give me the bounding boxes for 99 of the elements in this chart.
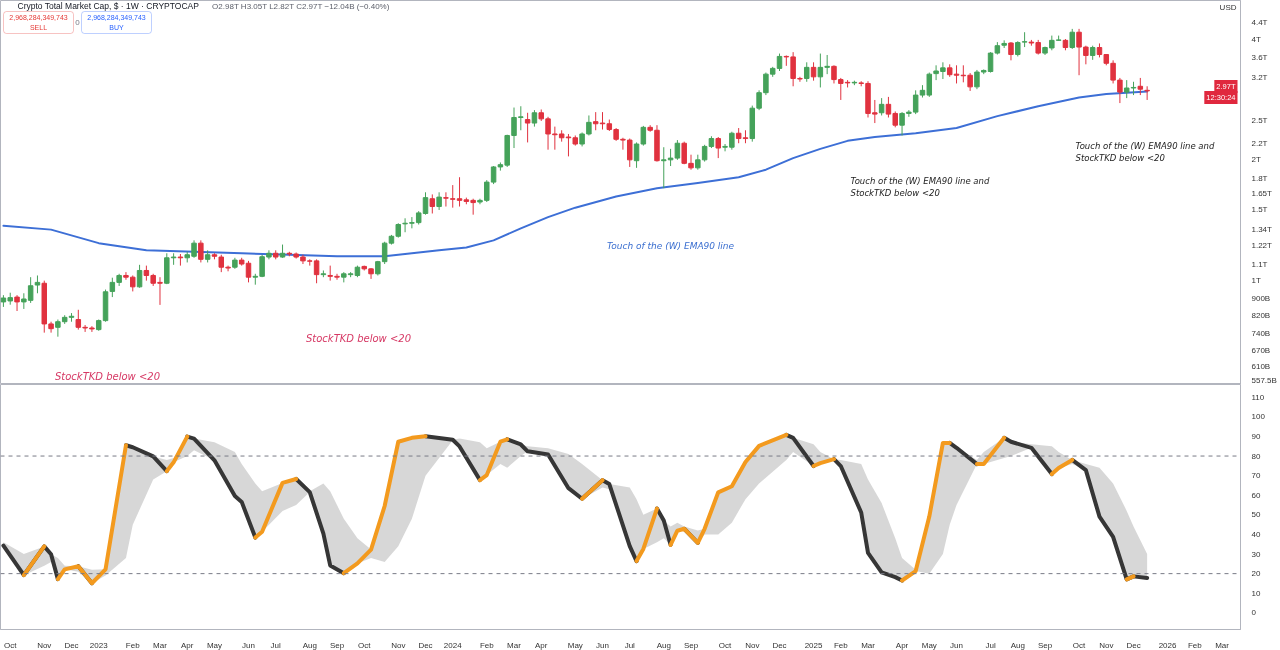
x-tick-label: Sep (1037, 640, 1053, 650)
x-tick-label: Oct (4, 640, 18, 650)
candlestick (715, 136, 721, 159)
x-tick-label: Aug (656, 640, 671, 650)
candlestick (449, 184, 456, 209)
x-tick-label: Nov (745, 640, 760, 650)
candlestick (198, 239, 204, 263)
x-tick-label: Oct (358, 640, 372, 650)
x-tick-label: Nov (37, 640, 52, 650)
y-tick-label: 70 (1251, 471, 1261, 481)
x-tick-label: Feb (479, 640, 495, 650)
x-tick-label: Jun (950, 640, 963, 650)
x-tick-label: Feb (125, 640, 141, 650)
y-tick-label: 0 (1251, 608, 1257, 618)
y-tick-label: 110 (1251, 392, 1265, 402)
candlestick (89, 325, 95, 333)
annotation: Touch of the (W) EMA90 line and StockTKD below <20 (1075, 140, 1215, 163)
x-tick-label: Jun (596, 640, 609, 650)
x-tick-label: Aug (1010, 640, 1025, 650)
x-tick-label: Nov (391, 640, 406, 650)
x-tick-label: Oct (1072, 640, 1087, 650)
x-tick-label: Mar (153, 640, 168, 650)
x-tick-label: Aug (302, 640, 317, 650)
x-tick-label: Dec (64, 640, 79, 650)
x-tick-label: Mar (1215, 640, 1230, 650)
y-tick-label: 1.22T (1251, 241, 1273, 251)
y-tick-label: 2.2T (1251, 138, 1268, 148)
y-tick-label: 900B (1251, 294, 1271, 304)
y-tick-label: 90 (1251, 431, 1261, 441)
line-series (2, 90, 1149, 258)
candlestick (429, 193, 436, 214)
y-tick-label: 4.4T (1251, 17, 1268, 27)
y-tick-label: 820B (1251, 310, 1271, 320)
candlestick (661, 146, 667, 189)
candlestick (136, 264, 143, 289)
y-tick-label: 670B (1251, 345, 1271, 355)
y-tick-label: 1.8T (1251, 173, 1268, 183)
x-tick-label: Sep (329, 640, 345, 650)
candlestick (524, 112, 531, 143)
y-tick-label: 610B (1251, 362, 1271, 372)
candlestick (1069, 28, 1075, 50)
annotation: StockTKD below <20 (54, 371, 161, 382)
x-tick-label: Mar (861, 640, 876, 650)
y-tick-label: 1T (1251, 276, 1261, 286)
y-tick-label: 1.1T (1251, 259, 1268, 269)
y-tick-label: 557.5B (1251, 375, 1277, 385)
x-tick-label: Dec (418, 640, 433, 650)
chart-title: Crypto Total Market Cap, $ · 1W · CRYPTOCAP (17, 1, 200, 11)
x-tick-label: Apr (535, 640, 548, 650)
y-tick-label: 80 (1251, 451, 1261, 461)
annotation: 0 (75, 18, 81, 27)
y-tick-label: 20 (1251, 569, 1261, 579)
candlestick (1008, 41, 1014, 61)
x-tick-label: Jul (624, 640, 636, 650)
candlestick (1144, 85, 1150, 101)
chart-subtitle: O2.98T H3.05T L2.82T C2.97T −12.04B (−0.40%) (212, 1, 390, 11)
x-tick-label: Jul (985, 640, 996, 650)
candlestick (804, 61, 810, 83)
y-tick-label: 40 (1251, 529, 1261, 539)
y-axis-title: USD (1219, 3, 1237, 12)
y-tick-label: 1.65T (1251, 188, 1273, 198)
y-tick-label: 50 (1251, 510, 1261, 520)
y-tick-label: 60 (1251, 490, 1261, 500)
y-tick-label: 1.5T (1251, 205, 1268, 215)
y-tick-label: 3.6T (1251, 52, 1268, 62)
x-tick-label: May (206, 640, 223, 650)
x-tick-label: Apr (181, 640, 194, 650)
y-tick-label: 1.34T (1251, 225, 1273, 235)
y-tick-label: 10 (1251, 588, 1261, 598)
x-tick-label: May (921, 640, 937, 650)
y-tick-label: 740B (1251, 328, 1271, 338)
y-tick-label: 2T (1251, 155, 1261, 165)
x-tick-label: 2024 (443, 640, 463, 650)
x-tick-label: Nov (1099, 640, 1114, 650)
candlestick (313, 258, 320, 284)
x-tick-label: Sep (683, 640, 699, 650)
x-tick-label: Feb (1187, 640, 1203, 650)
y-tick-label: 100 (1251, 412, 1266, 422)
y-tick-label: 2.5T (1251, 116, 1268, 126)
candlestick (14, 294, 20, 312)
x-tick-label: 2023 (89, 640, 109, 650)
y-tick-label: 30 (1251, 549, 1261, 559)
x-tick-label: Jul (270, 640, 282, 650)
x-tick-label: 2025 (804, 640, 823, 650)
candlestick (443, 191, 449, 208)
x-tick-label: Jun (242, 640, 255, 650)
y-tick-label: 4T (1251, 34, 1261, 44)
annotation: StockTKD below <20 (305, 333, 412, 344)
x-tick-label: Dec (1126, 640, 1141, 650)
x-tick-label: 2026 (1158, 640, 1178, 650)
x-tick-label: Dec (772, 640, 787, 650)
x-tick-label: Oct (718, 640, 733, 650)
x-tick-label: Feb (833, 640, 849, 650)
y-tick-label: 3.2T (1251, 73, 1268, 83)
x-tick-label: Mar (507, 640, 522, 650)
annotation: Touch of the (W) EMA90 line and StockTKD below <20 (850, 175, 990, 198)
x-tick-label: Apr (895, 640, 909, 650)
x-tick-label: May (567, 640, 583, 650)
annotation: Touch of the (W) EMA90 line (606, 240, 735, 251)
